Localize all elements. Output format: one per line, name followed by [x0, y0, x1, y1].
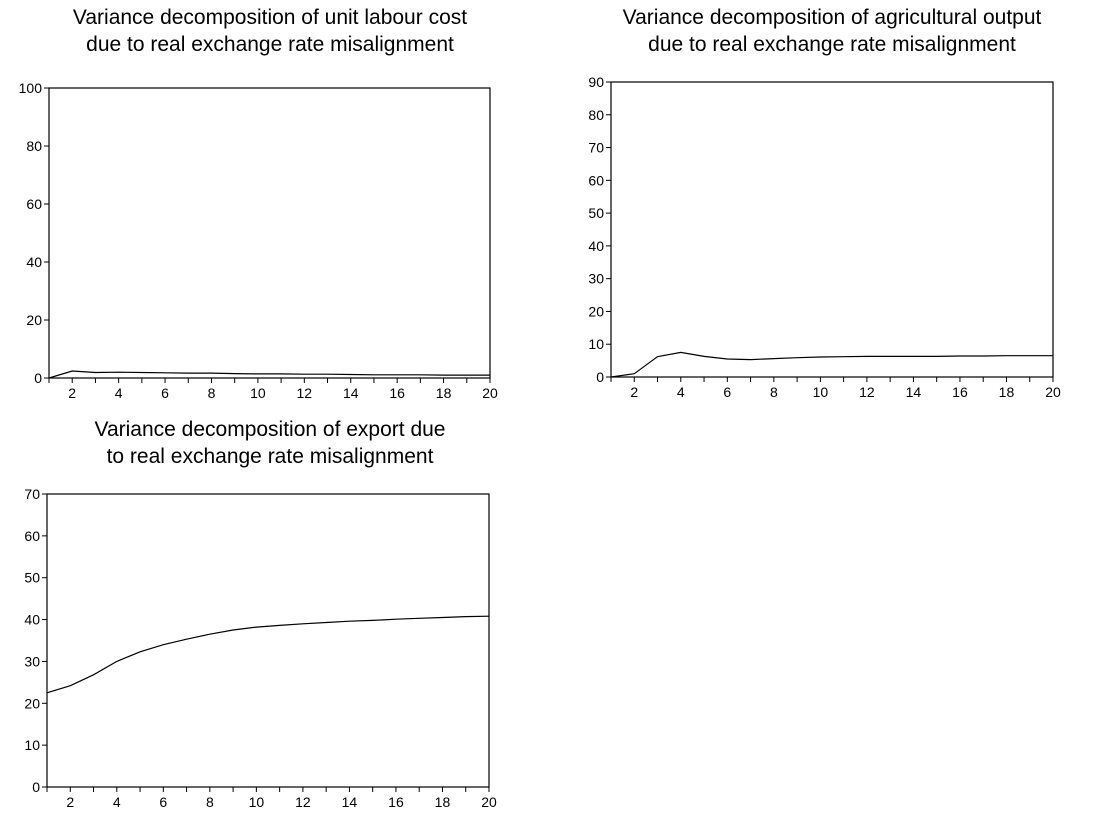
y-tick-label: 0 [32, 779, 40, 795]
chart-title: Variance decomposition of agricultural o… [545, 4, 1119, 58]
y-tick-label: 20 [26, 312, 42, 328]
x-tick-label: 16 [388, 794, 404, 810]
x-tick-label: 2 [66, 794, 74, 810]
x-tick-label: 16 [952, 384, 968, 400]
x-tick-label: 16 [389, 385, 405, 401]
y-tick-label: 20 [24, 695, 40, 711]
plot-frame [610, 81, 1054, 378]
x-tick-label: 6 [159, 794, 167, 810]
chart-title-line-2: due to real exchange rate misalignment [648, 33, 1016, 56]
series-line [48, 370, 490, 379]
chart-panel-export: Variance decomposition of export due to … [0, 412, 540, 812]
x-tick-label: 2 [68, 385, 76, 401]
x-tick-label: 14 [342, 794, 358, 810]
x-tick-label: 10 [249, 794, 265, 810]
x-tick-label: 8 [770, 384, 778, 400]
chart-title-line-2: to real exchange rate misalignment [106, 445, 434, 468]
chart-title: Variance decomposition of export due to … [0, 416, 540, 470]
chart-title-line-1: Variance decomposition of agricultural o… [622, 6, 1042, 29]
y-tick-label: 60 [24, 528, 40, 544]
x-tick-label: 20 [481, 794, 497, 810]
x-tick-label: 4 [677, 384, 685, 400]
y-tick-label: 40 [26, 254, 42, 270]
series-line [610, 351, 1053, 378]
x-tick-label: 12 [295, 794, 311, 810]
chart-plot: 0 10 20 30 40 50 60 70 80 90 2 4 6 8 10 12 14 16 18 20 [588, 74, 1061, 400]
chart-plot: 0 20 40 60 80 100 2 4 6 8 10 12 14 16 18 20 [19, 80, 498, 401]
x-tick-label: 4 [113, 794, 121, 810]
x-tick-label: 18 [999, 384, 1015, 400]
y-tick-label: 30 [588, 271, 604, 287]
plot-frame [46, 493, 490, 788]
chart-title-line-1: Variance decomposition of export due [94, 418, 446, 441]
y-tick-label: 50 [588, 205, 604, 221]
x-tick-label: 12 [859, 384, 875, 400]
y-tick-label: 0 [34, 370, 42, 386]
chart-panel-unit-labour-cost: Variance decomposition of unit labour co… [0, 0, 540, 410]
x-tick-label: 14 [343, 385, 359, 401]
y-tick-label: 80 [26, 138, 42, 154]
y-tick-label: 90 [588, 74, 604, 90]
x-tick-label: 20 [482, 385, 498, 401]
x-tick-label: 4 [115, 385, 123, 401]
x-tick-label: 6 [723, 384, 731, 400]
y-tick-label: 20 [588, 303, 604, 319]
chart-title: Variance decomposition of unit labour co… [0, 4, 540, 58]
y-tick-label: 10 [588, 336, 604, 352]
x-tick-label: 18 [436, 385, 452, 401]
chart-panel-agricultural-output: Variance decomposition of agricultural o… [545, 0, 1119, 410]
x-tick-label: 8 [206, 794, 214, 810]
x-tick-label: 2 [630, 384, 638, 400]
x-tick-label: 10 [250, 385, 266, 401]
y-tick-label: 0 [596, 369, 604, 385]
y-tick-label: 10 [24, 737, 40, 753]
y-tick-label: 60 [26, 196, 42, 212]
x-tick-label: 18 [435, 794, 451, 810]
y-tick-label: 80 [588, 107, 604, 123]
y-tick-label: 40 [588, 238, 604, 254]
x-tick-label: 6 [161, 385, 169, 401]
x-tick-label: 20 [1045, 384, 1061, 400]
y-tick-label: 60 [588, 172, 604, 188]
chart-plot: 0 10 20 30 40 50 60 70 2 4 6 8 10 12 14 16 18 20 [24, 486, 497, 810]
y-tick-label: 70 [588, 140, 604, 156]
x-tick-label: 14 [906, 384, 922, 400]
x-tick-label: 12 [297, 385, 313, 401]
y-tick-label: 50 [24, 570, 40, 586]
y-tick-label: 30 [24, 653, 40, 669]
chart-title-line-2: due to real exchange rate misalignment [86, 33, 454, 56]
series-line [46, 615, 490, 694]
plot-frame [48, 87, 491, 379]
x-tick-label: 10 [813, 384, 829, 400]
y-tick-label: 70 [24, 486, 40, 502]
y-tick-label: 40 [24, 612, 40, 628]
y-tick-label: 100 [19, 80, 43, 96]
chart-title-line-1: Variance decomposition of unit labour co… [72, 6, 468, 29]
x-tick-label: 8 [208, 385, 216, 401]
